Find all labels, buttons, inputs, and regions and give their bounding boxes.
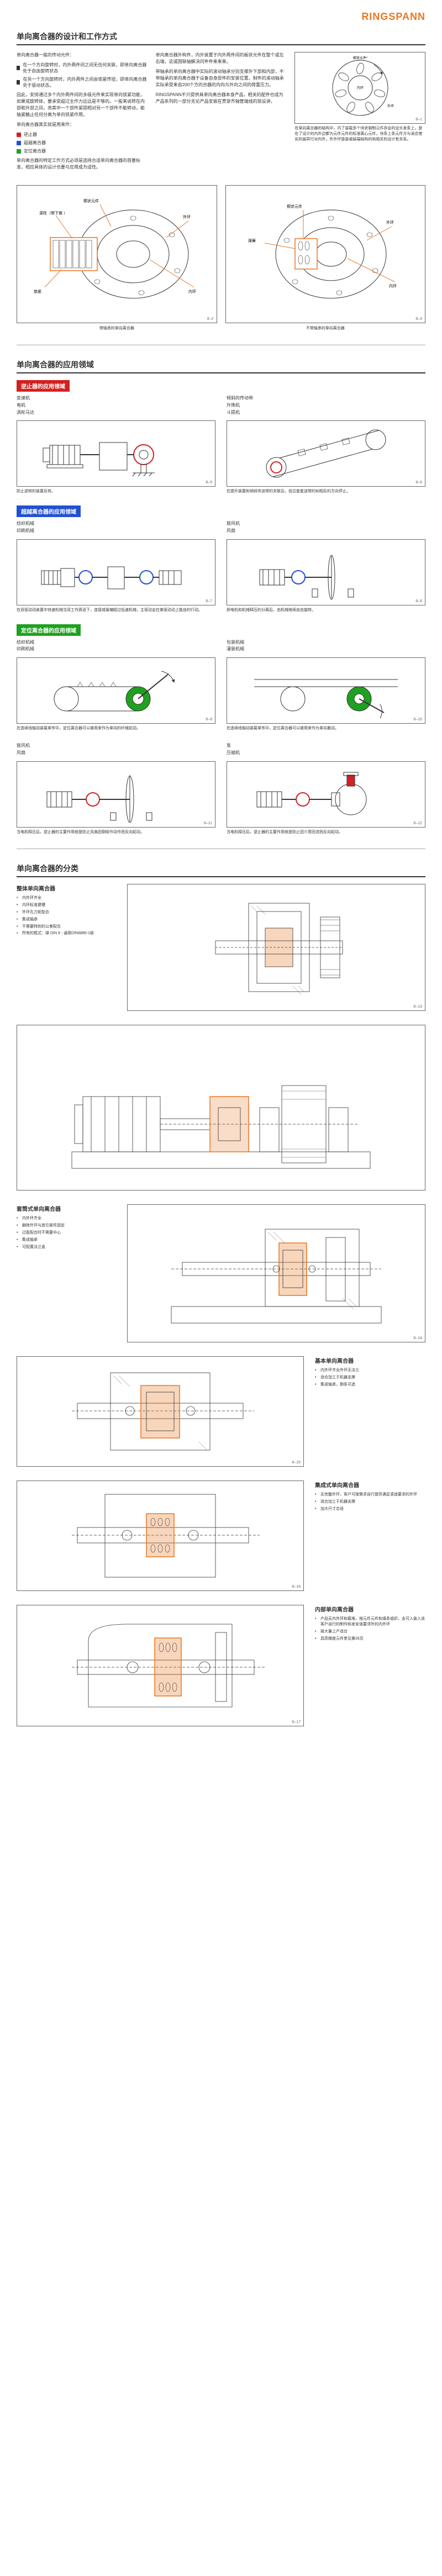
overrun-dual-drive-diagram: 8–7 — [17, 539, 215, 605]
badge-d3: 8–3 — [415, 317, 422, 321]
svg-text:弹簧: 弹簧 — [248, 238, 256, 243]
intro-p4: 单向离合器的特定工作方式必须是选择合适单向离合器的首要标准，相应具体的设计也要与… — [17, 157, 148, 171]
svg-text:内环: 内环 — [357, 86, 364, 90]
sprag-principle-diagram: 楔状元件* 外环 内环 8–1 — [294, 52, 425, 124]
section2-title: 单向离合器的应用领域 — [17, 359, 425, 373]
func-overrun: 超越离合器 — [17, 140, 148, 146]
without-bearing-label: 不带轴承的单向离合器 — [225, 325, 426, 331]
with-bearing-label: 带轴承的单向离合器 — [17, 325, 217, 331]
svg-text:内环: 内环 — [188, 289, 196, 294]
svg-text:外环: 外环 — [386, 220, 394, 225]
type-complete-text: 整体单向离合器 内外环齐全 内环标准健槽 外环孔力矩配合 集成轴承 不需要特别的… — [17, 884, 116, 938]
type-basic-text: 基本单向离合器 内外环齐全外环无法兰 适合加工于机器支撑 集成轴承，剩条可选 — [315, 1356, 425, 1389]
intro-p2: 因此，安排通过多个内外两件间的多级元件来实现单向锁紧功能，如果成旋转体，要承受超… — [17, 92, 148, 118]
indexing-fan: 鼓风机 风扇 8–11 当电机释压后，逆止器的主要作用就是防止风扇因倒吸作动作而… — [17, 742, 215, 835]
func-indexing: 定位离合器 — [17, 148, 148, 154]
type-integrated-text: 集成式单向离合器 无完整外环，客户可按需求自行提供满足滚道要求的外环 适合加工于… — [315, 1481, 425, 1513]
intro-col1: 单向离合器一般的传动元件： 在一个方向旋转时，内外两件间之间无任何关联，即单向离… — [17, 52, 148, 174]
svg-text:楔状元件*: 楔状元件* — [353, 56, 368, 60]
intro-bullet-1: 在一个方向旋转时，内外两件间之间无任何关联，即单向离合器处于自由旋转状态 — [17, 62, 148, 74]
indexing-wheels-diagram: 8–10 — [227, 657, 425, 724]
badge-d2: 8–2 — [207, 317, 214, 321]
indexing-pump: 泵 压缩机 8–12 当电机释压后，逆止器的主要作用就是防止因介质回流而反向起动… — [227, 742, 425, 835]
func-backstop: 逆止器 — [17, 131, 148, 138]
svg-text:滚柱（带下做 ）: 滚柱（带下做 ） — [39, 210, 67, 215]
small-diagram-col: 楔状元件* 外环 内环 8–1 在单向离合器的结构中，内了装载多个块状钢制元件存… — [294, 52, 425, 174]
type-internal-text: 内部单向离合器 产品无内外环和载堆，按元件元件和填条组织，支可入装入该客户自行的… — [315, 1605, 425, 1643]
type-complete-diagram: 8–13 — [127, 884, 425, 1011]
intro-col2: 单向离合器外构件，内外装置于内外两件间的板状元件在整个或左右端，这或固联轴解决问… — [156, 52, 287, 174]
overrun-right: 鼓风机 风扇 8–8 即电机和机械释压的分离后，由机械继续自由旋转。 — [227, 520, 425, 613]
overrun-left: 纺织机械 印刷机械 — [17, 520, 215, 613]
indexing-pump-diagram: 8–12 — [227, 761, 425, 828]
intro-p3: 单向离合器其实就是用来作： — [17, 122, 148, 128]
indexing-right: 包装机械 灌装机械 8–10 在连续线轴动装载单传中，定位离合器可以被用来作为单… — [227, 639, 425, 731]
svg-text:楔状元件: 楔状元件 — [83, 198, 99, 203]
svg-text:外环: 外环 — [183, 214, 191, 219]
svg-text:外环: 外环 — [387, 104, 394, 108]
indexing-fan-diagram: 8–11 — [17, 761, 215, 828]
type-internal-diagram: 8–17 — [17, 1605, 304, 1726]
backstop-head: 逆止器的应用领域 — [17, 380, 70, 392]
svg-text:楔状元件: 楔状元件 — [287, 204, 302, 209]
type-basic-diagram: 8–15 — [17, 1356, 304, 1467]
intro-bullet-2: 在另一个方向旋转时，内外两件之间会锁紧传扭，即单向离合器处于驱动状态。 — [17, 76, 148, 88]
indexing-head: 定位离合器的应用领域 — [17, 624, 81, 636]
type-complete-assembly — [17, 1025, 425, 1190]
type-sleeve-text: 套筒式单向离合器 内外环齐全 删除外环与其它部件固定 过盈配合时不需要中心 集成… — [17, 1204, 116, 1251]
section3-title: 单向离合器的分类 — [17, 863, 425, 877]
svg-text:锁紧: 锁紧 — [34, 289, 41, 294]
brand-logo: RINGSPANN — [17, 11, 425, 23]
small-diag-caption: 在单向离合器的结构中，内了装载多个块状钢制元件存会的设头发条上，是在了设计的内外… — [294, 126, 425, 142]
backstop-right: 倾斜的传动带 升降机 斗提机 8–6 在提升装置和倾斜 — [227, 395, 425, 494]
cutaway-with-bearing: 滚柱（带下做 ） 楔状元件 锁紧 外环 内环 8–2 — [17, 185, 217, 323]
type-sleeve-diagram: 8–14 — [127, 1204, 425, 1342]
cutaway-without-bearing: 楔状元件 弹簧 外环 内环 8–3 — [225, 185, 426, 323]
section1-title: 单向离合器的设计和工作方式 — [17, 31, 425, 45]
indexing-left: 纺织机械 印刷机械 8–9 在连续线轴动 — [17, 639, 215, 731]
indexing-feed-diagram: 8–9 — [17, 657, 215, 724]
intro2-p3: RINGSPANN不只提供具单向离合器本身产品，相关的配件也成为产品系列的一部分… — [156, 92, 287, 105]
overrun-fan-diagram: 8–8 — [227, 539, 425, 605]
svg-text:内环: 内环 — [389, 283, 397, 288]
intro-p1: 单向离合器一般的传动元件： — [17, 52, 148, 59]
type-integrated-diagram: 8–16 — [17, 1481, 304, 1591]
backstop-conveyor-diagram: 8–6 — [227, 420, 425, 487]
backstop-motor-diagram: 8–5 — [17, 420, 215, 487]
backstop-left: 变速机 电机 涡轮马达 — [17, 395, 215, 494]
badge-d1: 8–1 — [415, 118, 422, 122]
intro2-p1: 单向离合器外构件，内外装置于内外两件间的板状元件在整个或左右端，这或固联轴解决问… — [156, 52, 287, 65]
intro2-p2: 带轴承的单向离合器中实际的滚动轴承分别支撑外下部和内部，不带轴承的单向离合器于设… — [156, 69, 287, 88]
overrun-head: 超越离合器的应用领域 — [17, 505, 81, 517]
